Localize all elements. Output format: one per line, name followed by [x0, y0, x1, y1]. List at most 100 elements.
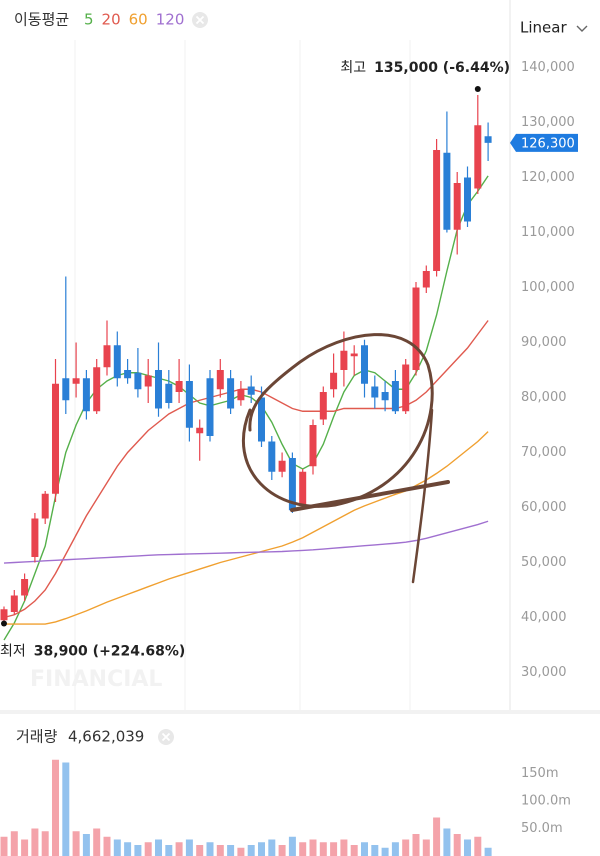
volume-bar [196, 845, 204, 856]
volume-bar [72, 831, 80, 856]
volume-bar [175, 842, 183, 856]
candle-body [216, 370, 224, 390]
volume-bar [402, 839, 410, 856]
candle-body [93, 367, 101, 412]
candle-body [391, 381, 399, 412]
candle-body [412, 287, 420, 370]
candle-body [350, 353, 358, 357]
y-tick-label: 120,000 [521, 170, 575, 185]
hand-drawing [242, 333, 450, 584]
candle-body [319, 392, 327, 420]
y-tick-label: 70,000 [521, 445, 567, 460]
volume-bar [443, 828, 451, 856]
candle-body [443, 152, 451, 230]
candle-body [196, 427, 204, 434]
candle-body [21, 579, 29, 596]
chevron [576, 25, 588, 32]
volume-bar [31, 828, 39, 856]
candle-body [41, 493, 49, 519]
volume-bar [258, 842, 265, 856]
volume-bar [124, 842, 132, 856]
candle-body [361, 345, 368, 384]
candle-body [134, 372, 142, 390]
candle-body [268, 441, 276, 472]
volume-bar [464, 839, 471, 856]
price-plot: 30,000 40,000 50,000 60,000 70,000 80,000 90,0… [0, 60, 578, 680]
legend-item: 5 [84, 11, 94, 29]
volume-bar [278, 845, 286, 856]
volume-bar [93, 828, 101, 856]
candle-body [237, 389, 245, 401]
volume-summary: 4,662,039 [68, 728, 144, 746]
volume-bar [62, 762, 70, 856]
candle-body [381, 392, 389, 401]
y-tick-label: 90,000 [521, 335, 567, 350]
volume-bar [227, 845, 235, 856]
volume-bar [247, 845, 255, 856]
volume-bar [391, 842, 399, 856]
last-price-label: 126,300 [521, 136, 575, 151]
volume-bar [206, 842, 214, 856]
volume-bar [10, 831, 18, 856]
candle-body [62, 378, 70, 401]
legend-item: 20 [102, 11, 121, 29]
legend-title: 이동평균 [14, 11, 69, 29]
volume-bar [216, 845, 224, 856]
legend-item: 120 [156, 11, 185, 29]
candle-body [309, 425, 317, 467]
candle-body [474, 125, 482, 189]
candle-body [206, 378, 214, 436]
volume-bar [21, 839, 29, 856]
volume-bar [309, 839, 317, 856]
volume-bar [52, 759, 59, 856]
candle-body [422, 271, 430, 288]
y-tick-label: 110,000 [521, 225, 575, 240]
candle-body [72, 378, 80, 384]
candle-body [330, 372, 338, 390]
volume-close[interactable] [158, 729, 174, 745]
candle-body [124, 370, 132, 379]
annotation-label: 최고 [340, 60, 366, 76]
volume-bar [268, 839, 276, 856]
y-tick-label: 40,000 [521, 610, 567, 625]
y-tick-label: 50.0m [521, 821, 563, 836]
last-price-tag [510, 133, 578, 152]
volume-bar [113, 839, 121, 856]
candle-body [0, 609, 8, 621]
y-tick-label: 30,000 [521, 665, 567, 680]
max-marker [474, 86, 481, 92]
candle-body [299, 471, 307, 505]
candle-body [175, 381, 183, 392]
volume-bar [155, 839, 162, 856]
volume-title: 거래량 [16, 728, 58, 746]
candle-body [82, 378, 90, 412]
candle-body [31, 518, 39, 557]
volume-bar [319, 842, 327, 856]
ma-line [3, 520, 489, 564]
y-tick-label: 130,000 [521, 115, 575, 130]
scale-selector[interactable]: Linear [520, 19, 588, 37]
y-tick-label: 140,000 [521, 60, 575, 75]
grid-verticals [74, 40, 411, 710]
candle-body [247, 386, 255, 395]
volume-bar [165, 845, 173, 856]
volume-bar [299, 842, 307, 856]
annotation-text: 38,900 (+224.68%) [34, 644, 185, 660]
legend-close[interactable] [192, 12, 208, 28]
volume-bar [82, 834, 90, 856]
annotation-text: 135,000 (-6.44%) [374, 60, 510, 76]
candle-body [340, 350, 348, 370]
candle-body [185, 381, 193, 428]
y-tick-label: 150m [521, 766, 558, 781]
candle-body [52, 383, 59, 494]
candle-body [484, 136, 492, 143]
min-marker [1, 620, 7, 627]
y-tick-label: 100.0m [521, 794, 571, 809]
candle-body [371, 386, 379, 398]
candle-body [103, 345, 111, 368]
candle-body [165, 383, 173, 403]
volume-bar [422, 839, 430, 856]
candle-body [258, 397, 265, 442]
volume-bar [433, 817, 441, 856]
